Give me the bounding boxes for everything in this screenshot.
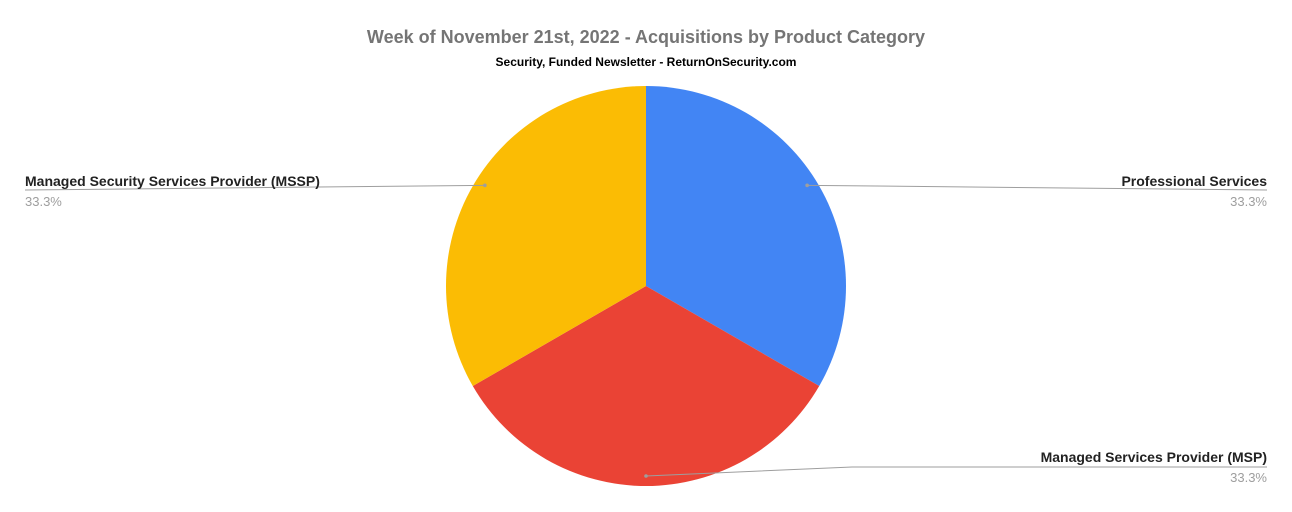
leader-dot-managed-security-services-provider-mssp (483, 183, 487, 188)
chart-subtitle: Security, Funded Newsletter - ReturnOnSe… (496, 55, 797, 69)
leader-line-managed-services-provider-msp (645, 466, 1267, 477)
slice-label-managed-services-provider-msp: Managed Services Provider (MSP) (1041, 449, 1267, 465)
pie-slices (445, 86, 846, 486)
slice-labels: Professional Services 33.3% Managed Servic… (25, 173, 1267, 485)
slice-percent-professional-services: 33.3% (1230, 194, 1267, 209)
leader-lines (24, 183, 1268, 478)
slice-label-managed-security-services-provider-mssp: Managed Security Services Provider (MSSP… (25, 173, 320, 189)
slice-percent-managed-services-provider-msp: 33.3% (1230, 470, 1267, 485)
leader-line-professional-services (807, 184, 1268, 191)
slice-percent-managed-security-services-provider-mssp: 33.3% (25, 194, 62, 209)
chart-title: Week of November 21st, 2022 - Acquisitio… (367, 27, 925, 47)
pie-slice-professional-services (646, 86, 846, 386)
leader-line-managed-security-services-provider-mssp (24, 184, 485, 191)
leader-dot-managed-services-provider-msp (644, 474, 648, 478)
pie-slice-managed-security-services-provider-mssp (445, 86, 646, 386)
slice-label-professional-services: Professional Services (1121, 173, 1267, 189)
leader-dot-professional-services (805, 183, 809, 188)
